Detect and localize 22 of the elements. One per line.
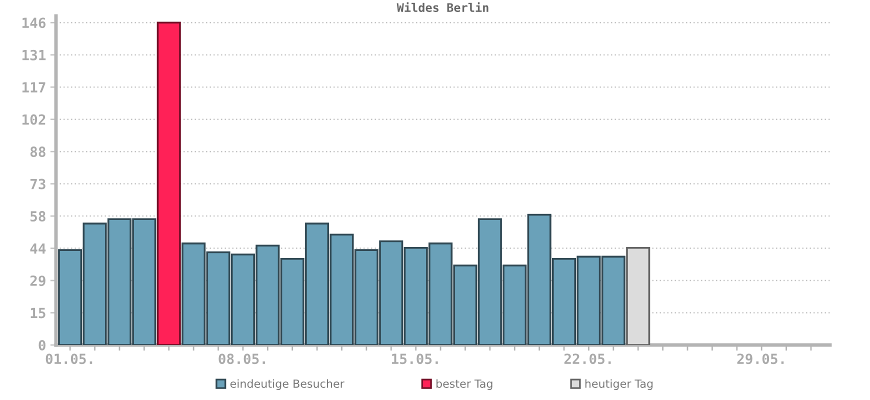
x-tick-label: 15.05. <box>392 354 438 364</box>
y-tick-label: 29 <box>30 275 46 286</box>
x-tick-label: 22.05. <box>564 354 611 364</box>
y-tick-label: 58 <box>30 211 46 222</box>
y-tick-label: 0 <box>38 340 46 350</box>
chart-title: Wildes Berlin <box>396 2 488 12</box>
y-tick-label: 73 <box>30 178 46 190</box>
y-tick-label: 44 <box>30 243 46 254</box>
legend-label: bester Tag <box>436 379 492 390</box>
x-tick-label: 01.05. <box>46 354 92 364</box>
bar <box>156 22 181 345</box>
y-tick-label: 15 <box>30 308 46 318</box>
legend-label: heutiger Tag <box>585 379 653 390</box>
y-tick-label: 117 <box>22 82 46 92</box>
y-tick-label: 88 <box>30 146 46 158</box>
y-tick-label: 102 <box>22 114 46 125</box>
y-tick-label: 131 <box>22 50 46 60</box>
bar <box>626 246 650 345</box>
x-tick-label: 29.05. <box>737 354 784 364</box>
x-tick-label: 08.05. <box>218 354 265 364</box>
legend-label: eindeutige Besucher <box>230 379 344 390</box>
y-tick-label: 146 <box>22 18 46 28</box>
